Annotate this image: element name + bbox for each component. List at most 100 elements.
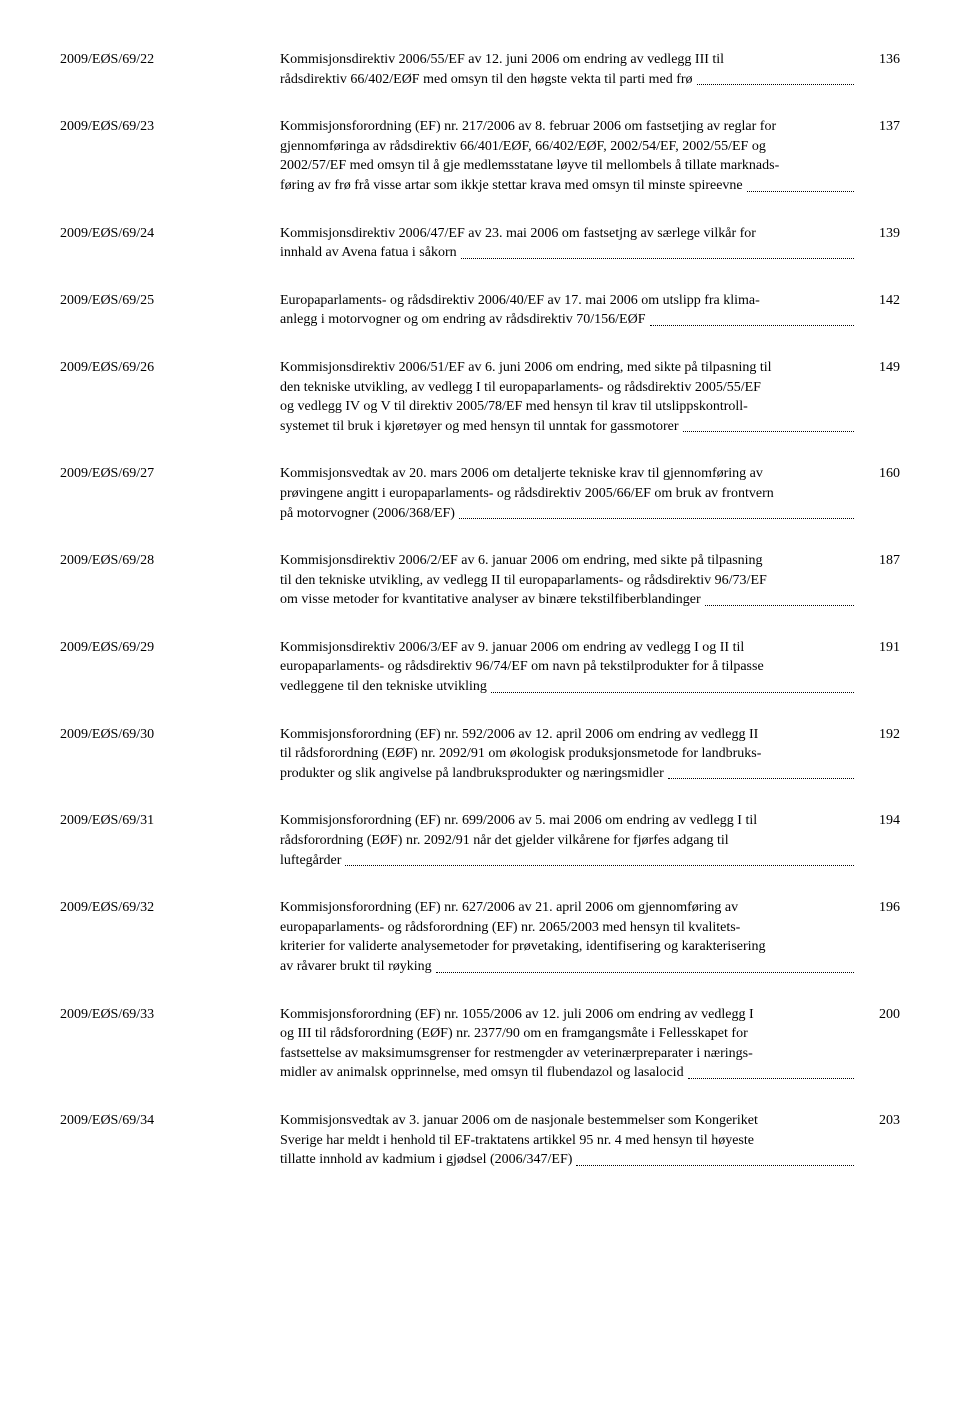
entry-line: til rådsforordning (EØF) nr. 2092/91 om … [280, 744, 858, 764]
entry-last-line: rådsdirektiv 66/402/EØF med omsyn til de… [280, 70, 858, 90]
toc-entry: 2009/EØS/69/34Kommisjonsvedtak av 3. jan… [60, 1111, 900, 1170]
table-of-contents: 2009/EØS/69/22Kommisjonsdirektiv 2006/55… [60, 50, 900, 1170]
leader-dots [576, 1151, 854, 1166]
entry-line: europaparlaments- og rådsdirektiv 96/74/… [280, 657, 858, 677]
entry-last-text: midler av animalsk opprinnelse, med omsy… [280, 1063, 684, 1083]
leader-dots [683, 417, 854, 432]
leader-dots [345, 851, 854, 866]
leader-dots [459, 504, 854, 519]
entry-last-line: systemet til bruk i kjøretøyer og med he… [280, 417, 858, 437]
entry-description: Kommisjonsforordning (EF) nr. 592/2006 a… [280, 725, 858, 784]
toc-entry: 2009/EØS/69/28Kommisjonsdirektiv 2006/2/… [60, 551, 900, 610]
toc-entry: 2009/EØS/69/27Kommisjonsvedtak av 20. ma… [60, 464, 900, 523]
entry-line: fastsettelse av maksimumsgrenser for res… [280, 1044, 858, 1064]
entry-line: Kommisjonsforordning (EF) nr. 699/2006 a… [280, 811, 858, 831]
entry-last-line: om visse metoder for kvantitative analys… [280, 590, 858, 610]
entry-page-number: 136 [858, 50, 900, 89]
entry-line: 2002/57/EF med omsyn til å gje medlemsst… [280, 156, 858, 176]
entry-line: Kommisjonsdirektiv 2006/2/EF av 6. janua… [280, 551, 858, 571]
entry-description: Kommisjonsdirektiv 2006/55/EF av 12. jun… [280, 50, 858, 89]
entry-page-number: 192 [858, 725, 900, 784]
entry-page-number: 149 [858, 358, 900, 436]
entry-page-number: 139 [858, 224, 900, 263]
entry-last-line: midler av animalsk opprinnelse, med omsy… [280, 1063, 858, 1083]
entry-id: 2009/EØS/69/31 [60, 811, 280, 870]
entry-last-line: føring av frø frå visse artar som ikkje … [280, 176, 858, 196]
entry-description: Kommisjonsdirektiv 2006/47/EF av 23. mai… [280, 224, 858, 263]
leader-dots [705, 591, 854, 606]
entry-page-number: 200 [858, 1005, 900, 1083]
leader-dots [650, 311, 855, 326]
entry-line: kriterier for validerte analysemetoder f… [280, 937, 858, 957]
entry-description: Kommisjonsvedtak av 20. mars 2006 om det… [280, 464, 858, 523]
toc-entry: 2009/EØS/69/29Kommisjonsdirektiv 2006/3/… [60, 638, 900, 697]
entry-description: Kommisjonsdirektiv 2006/2/EF av 6. janua… [280, 551, 858, 610]
toc-entry: 2009/EØS/69/32Kommisjonsforordning (EF) … [60, 898, 900, 976]
entry-line: og III til rådsforordning (EØF) nr. 2377… [280, 1024, 858, 1044]
entry-description: Kommisjonsvedtak av 3. januar 2006 om de… [280, 1111, 858, 1170]
entry-line: Kommisjonsforordning (EF) nr. 217/2006 a… [280, 117, 858, 137]
entry-page-number: 160 [858, 464, 900, 523]
entry-line: Europaparlaments- og rådsdirektiv 2006/4… [280, 291, 858, 311]
entry-id: 2009/EØS/69/30 [60, 725, 280, 784]
leader-dots [491, 678, 854, 693]
entry-page-number: 191 [858, 638, 900, 697]
entry-last-text: anlegg i motorvogner og om endring av rå… [280, 310, 646, 330]
entry-body: Kommisjonsforordning (EF) nr. 1055/2006 … [280, 1005, 858, 1083]
entry-description: Kommisjonsforordning (EF) nr. 1055/2006 … [280, 1005, 858, 1083]
entry-line: gjennomføringa av rådsdirektiv 66/401/EØ… [280, 137, 858, 157]
entry-line: rådsforordning (EØF) nr. 2092/91 når det… [280, 831, 858, 851]
entry-id: 2009/EØS/69/32 [60, 898, 280, 976]
entry-page-number: 194 [858, 811, 900, 870]
leader-dots [668, 764, 854, 779]
entry-body: Kommisjonsforordning (EF) nr. 699/2006 a… [280, 811, 858, 870]
leader-dots [697, 70, 854, 85]
entry-last-line: vedleggene til den tekniske utvikling [280, 677, 858, 697]
entry-body: Kommisjonsdirektiv 2006/3/EF av 9. janua… [280, 638, 858, 697]
entry-id: 2009/EØS/69/29 [60, 638, 280, 697]
entry-body: Kommisjonsforordning (EF) nr. 627/2006 a… [280, 898, 858, 976]
entry-last-text: luftegårder [280, 851, 341, 871]
entry-line: Kommisjonsvedtak av 20. mars 2006 om det… [280, 464, 858, 484]
entry-last-line: luftegårder [280, 851, 858, 871]
entry-body: Kommisjonsdirektiv 2006/47/EF av 23. mai… [280, 224, 858, 263]
entry-page-number: 196 [858, 898, 900, 976]
entry-last-text: produkter og slik angivelse på landbruks… [280, 764, 664, 784]
entry-id: 2009/EØS/69/33 [60, 1005, 280, 1083]
toc-entry: 2009/EØS/69/30Kommisjonsforordning (EF) … [60, 725, 900, 784]
entry-description: Kommisjonsforordning (EF) nr. 217/2006 a… [280, 117, 858, 195]
entry-page-number: 187 [858, 551, 900, 610]
entry-id: 2009/EØS/69/22 [60, 50, 280, 89]
entry-body: Europaparlaments- og rådsdirektiv 2006/4… [280, 291, 858, 330]
entry-id: 2009/EØS/69/25 [60, 291, 280, 330]
entry-page-number: 203 [858, 1111, 900, 1170]
entry-description: Kommisjonsdirektiv 2006/3/EF av 9. janua… [280, 638, 858, 697]
entry-last-line: produkter og slik angivelse på landbruks… [280, 764, 858, 784]
entry-id: 2009/EØS/69/28 [60, 551, 280, 610]
toc-entry: 2009/EØS/69/26Kommisjonsdirektiv 2006/51… [60, 358, 900, 436]
toc-entry: 2009/EØS/69/23Kommisjonsforordning (EF) … [60, 117, 900, 195]
leader-dots [461, 244, 854, 259]
entry-last-text: systemet til bruk i kjøretøyer og med he… [280, 417, 679, 437]
entry-line: Kommisjonsforordning (EF) nr. 592/2006 a… [280, 725, 858, 745]
leader-dots [747, 177, 854, 192]
entry-body: Kommisjonsforordning (EF) nr. 217/2006 a… [280, 117, 858, 195]
entry-line: Kommisjonsdirektiv 2006/47/EF av 23. mai… [280, 224, 858, 244]
entry-body: Kommisjonsforordning (EF) nr. 592/2006 a… [280, 725, 858, 784]
toc-entry: 2009/EØS/69/31Kommisjonsforordning (EF) … [60, 811, 900, 870]
entry-body: Kommisjonsdirektiv 2006/55/EF av 12. jun… [280, 50, 858, 89]
entry-description: Europaparlaments- og rådsdirektiv 2006/4… [280, 291, 858, 330]
entry-line: Kommisjonsdirektiv 2006/51/EF av 6. juni… [280, 358, 858, 378]
entry-line: prøvingene angitt i europaparlaments- og… [280, 484, 858, 504]
entry-last-text: innhald av Avena fatua i såkorn [280, 243, 457, 263]
toc-entry: 2009/EØS/69/22Kommisjonsdirektiv 2006/55… [60, 50, 900, 89]
entry-description: Kommisjonsforordning (EF) nr. 699/2006 a… [280, 811, 858, 870]
entry-last-line: tillatte innhold av kadmium i gjødsel (2… [280, 1150, 858, 1170]
entry-line: den tekniske utvikling, av vedlegg I til… [280, 378, 858, 398]
leader-dots [688, 1064, 854, 1079]
entry-body: Kommisjonsdirektiv 2006/2/EF av 6. janua… [280, 551, 858, 610]
entry-body: Kommisjonsvedtak av 3. januar 2006 om de… [280, 1111, 858, 1170]
entry-line: Kommisjonsdirektiv 2006/3/EF av 9. janua… [280, 638, 858, 658]
entry-last-line: av råvarer brukt til røyking [280, 957, 858, 977]
entry-line: og vedlegg IV og V til direktiv 2005/78/… [280, 397, 858, 417]
